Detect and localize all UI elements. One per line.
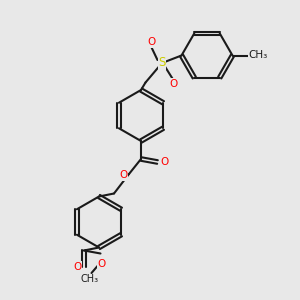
Text: O: O bbox=[170, 79, 178, 89]
Text: CH₃: CH₃ bbox=[248, 50, 268, 61]
Text: O: O bbox=[73, 262, 82, 272]
Text: O: O bbox=[160, 157, 168, 167]
Text: O: O bbox=[147, 37, 156, 47]
Text: S: S bbox=[158, 56, 166, 70]
Text: O: O bbox=[119, 170, 128, 181]
Text: O: O bbox=[98, 259, 106, 269]
Text: CH₃: CH₃ bbox=[81, 274, 99, 284]
